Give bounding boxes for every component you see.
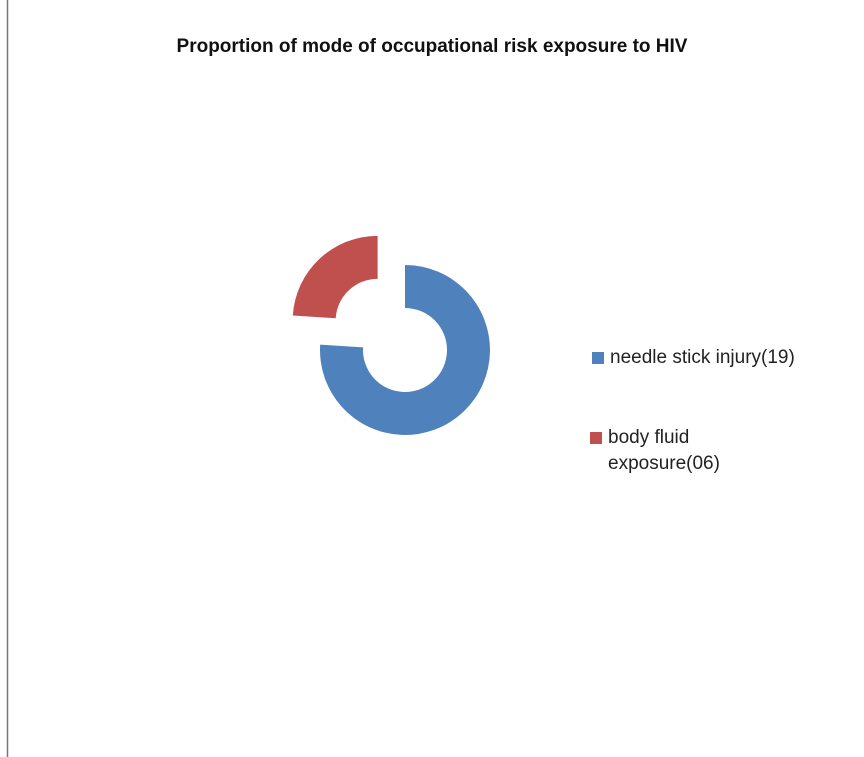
- legend-label: body fluid exposure(06): [608, 427, 720, 474]
- donut-slice: [320, 265, 491, 435]
- legend-label: needle stick injury(19): [610, 347, 795, 368]
- legend-swatch: [592, 352, 604, 364]
- donut-slice: [292, 235, 378, 319]
- legend-swatch: [590, 432, 602, 444]
- chart-title: Proportion of mode of occupational risk …: [177, 36, 688, 57]
